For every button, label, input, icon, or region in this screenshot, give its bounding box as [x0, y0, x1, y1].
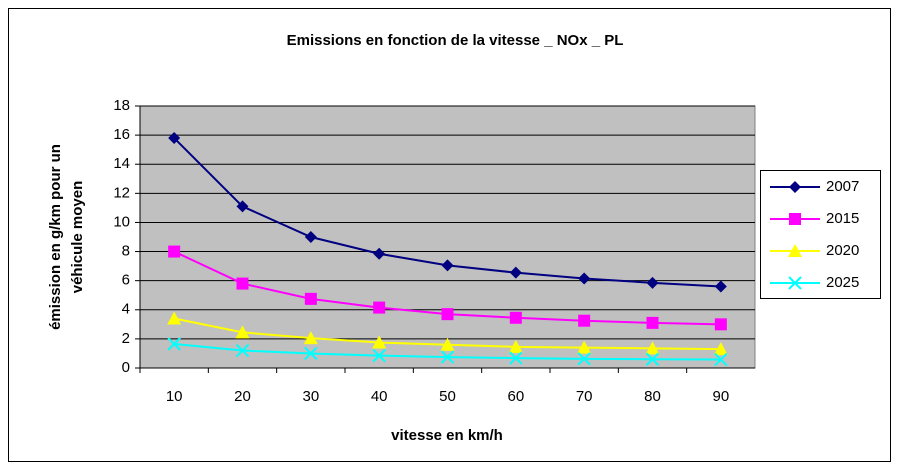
data-point	[304, 231, 317, 243]
y-tick-label: 4	[122, 301, 130, 318]
x-tick-label: 50	[439, 388, 456, 405]
data-point	[646, 316, 659, 329]
y-tick-label: 14	[113, 155, 130, 172]
legend-label: 2020	[826, 242, 859, 259]
y-tick-label: 18	[113, 97, 130, 114]
data-point	[645, 341, 660, 355]
data-point	[235, 343, 250, 358]
data-point	[508, 339, 523, 353]
y-tick-label: 10	[113, 213, 130, 230]
x-tick-label: 70	[576, 388, 593, 405]
data-point	[713, 342, 728, 356]
data-point	[303, 331, 318, 345]
x-tick-label: 90	[712, 388, 729, 405]
data-point	[235, 325, 250, 339]
data-point	[304, 292, 317, 305]
y-tick-label: 16	[113, 126, 130, 143]
y-axis-label-line: émission en g/km pour un	[47, 144, 64, 330]
data-point	[645, 352, 660, 366]
data-point	[167, 311, 182, 325]
data-point	[441, 308, 454, 321]
data-point	[578, 272, 591, 285]
data-point	[236, 277, 249, 290]
data-point	[577, 352, 591, 366]
legend-marker	[788, 244, 802, 257]
data-point	[440, 350, 455, 364]
x-tick-label: 20	[234, 388, 251, 405]
chart-title: Emissions en fonction de la vitesse _ NO…	[287, 32, 624, 49]
x-tick-label: 30	[302, 388, 319, 405]
x-tick-label: 80	[644, 388, 661, 405]
data-point	[373, 247, 386, 260]
x-tick-label: 40	[371, 388, 388, 405]
y-tick-label: 12	[113, 184, 130, 201]
legend-label: 2025	[826, 274, 859, 291]
data-point	[577, 340, 592, 354]
y-tick-label: 6	[122, 272, 130, 289]
legend	[760, 170, 881, 299]
legend-marker	[788, 276, 802, 290]
data-point	[168, 132, 181, 145]
data-point	[578, 314, 591, 327]
y-axis-label: émission en g/km pour un véhicule moyen	[47, 144, 86, 330]
data-point	[167, 337, 181, 351]
y-axis-label-line: véhicule moyen	[69, 181, 86, 294]
data-point	[372, 348, 386, 363]
y-tick-label: 2	[122, 330, 130, 347]
data-point	[441, 259, 454, 272]
legend-marker	[789, 213, 801, 225]
data-point	[646, 276, 659, 289]
x-tick-label: 60	[507, 388, 524, 405]
data-point	[714, 280, 727, 293]
x-tick-label: 10	[166, 388, 183, 405]
legend-label: 2007	[826, 178, 859, 195]
data-point	[236, 200, 249, 213]
x-axis-label: vitesse en km/h	[391, 427, 503, 444]
y-tick-label: 8	[122, 243, 130, 260]
data-point	[372, 335, 387, 349]
data-point	[509, 266, 522, 279]
data-point	[509, 351, 523, 365]
data-point	[168, 245, 181, 258]
data-point	[714, 318, 727, 331]
data-point	[509, 311, 522, 324]
data-point	[714, 352, 728, 367]
data-point	[440, 337, 455, 351]
data-point	[304, 346, 318, 361]
legend-label: 2015	[826, 210, 859, 227]
legend-marker	[789, 181, 801, 193]
y-tick-label: 0	[122, 359, 130, 376]
data-point	[373, 301, 386, 314]
plot-area	[139, 105, 756, 369]
